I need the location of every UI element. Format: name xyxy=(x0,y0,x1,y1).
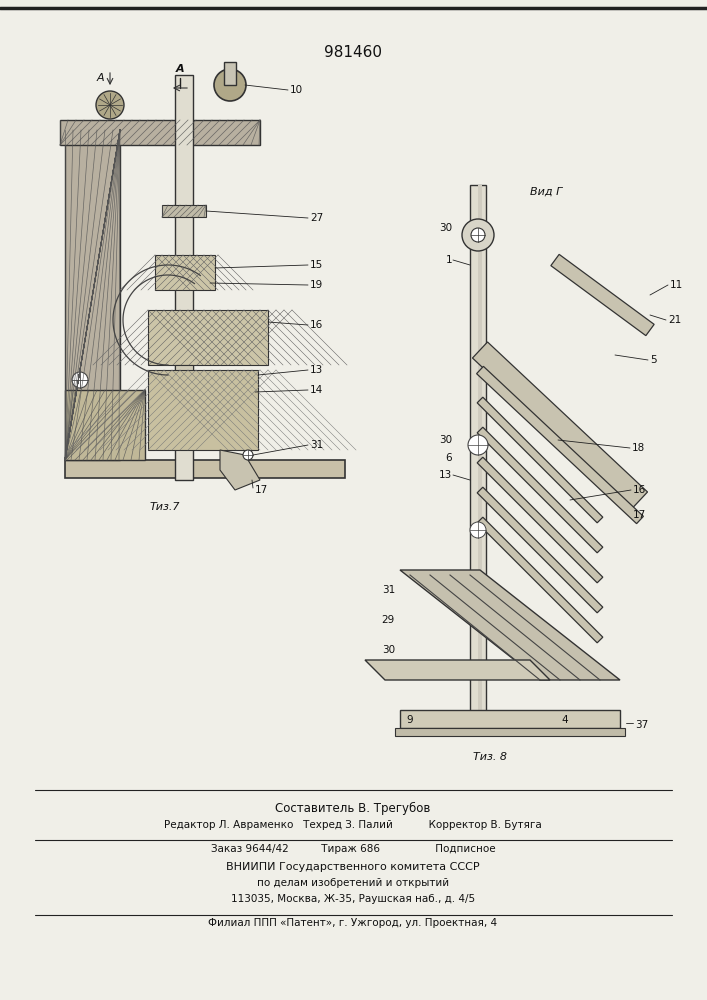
Polygon shape xyxy=(477,517,603,643)
Circle shape xyxy=(471,228,485,242)
Circle shape xyxy=(72,372,88,388)
Text: Филиал ППП «Патент», г. Ужгород, ул. Проектная, 4: Филиал ППП «Патент», г. Ужгород, ул. Про… xyxy=(209,918,498,928)
Text: Τиз. 8: Τиз. 8 xyxy=(473,752,507,762)
Bar xyxy=(65,390,145,460)
Text: 30: 30 xyxy=(439,223,452,233)
Text: 17: 17 xyxy=(255,485,268,495)
Bar xyxy=(400,710,620,728)
Bar xyxy=(148,310,268,365)
Circle shape xyxy=(243,450,253,460)
Text: 17: 17 xyxy=(633,510,646,520)
Text: 19: 19 xyxy=(310,280,323,290)
Bar xyxy=(395,728,625,736)
Text: Τиз.7: Τиз.7 xyxy=(150,502,180,512)
Bar xyxy=(175,365,193,405)
Text: A: A xyxy=(96,73,104,83)
Polygon shape xyxy=(477,397,603,523)
Text: A: A xyxy=(175,64,185,74)
Text: Редактор Л. Авраменко   Техред З. Палий           Корректор В. Бутяга: Редактор Л. Авраменко Техред З. Палий Ко… xyxy=(164,820,542,830)
Text: Составитель В. Трегубов: Составитель В. Трегубов xyxy=(275,802,431,815)
Polygon shape xyxy=(477,427,603,553)
Bar xyxy=(162,205,206,217)
Polygon shape xyxy=(400,570,620,680)
Circle shape xyxy=(214,69,246,101)
Text: 31: 31 xyxy=(310,440,323,450)
Bar xyxy=(175,75,193,480)
Text: 13: 13 xyxy=(310,365,323,375)
Text: 6: 6 xyxy=(445,453,452,463)
Polygon shape xyxy=(477,457,603,583)
Text: по делам изобретений и открытий: по делам изобретений и открытий xyxy=(257,878,449,888)
Circle shape xyxy=(470,522,486,538)
Text: 15: 15 xyxy=(310,260,323,270)
Text: 37: 37 xyxy=(635,720,648,730)
Circle shape xyxy=(468,435,488,455)
Text: 11: 11 xyxy=(670,280,683,290)
Text: 29: 29 xyxy=(382,615,395,625)
Polygon shape xyxy=(220,450,260,490)
Polygon shape xyxy=(477,366,643,524)
Text: 9: 9 xyxy=(407,715,414,725)
Text: 5: 5 xyxy=(650,355,657,365)
Text: 4: 4 xyxy=(561,715,568,725)
Text: 18: 18 xyxy=(632,443,645,453)
Bar xyxy=(224,62,236,85)
Bar xyxy=(65,130,120,460)
Bar xyxy=(478,185,482,715)
Text: 16: 16 xyxy=(633,485,646,495)
Bar xyxy=(155,255,215,290)
Bar xyxy=(65,460,345,478)
Bar xyxy=(60,120,260,145)
Text: 27: 27 xyxy=(310,213,323,223)
Text: 30: 30 xyxy=(382,645,395,655)
Text: 113035, Москва, Ж-35, Раушская наб., д. 4/5: 113035, Москва, Ж-35, Раушская наб., д. … xyxy=(231,894,475,904)
Polygon shape xyxy=(365,660,550,680)
Polygon shape xyxy=(551,254,654,336)
Bar xyxy=(470,185,486,715)
Text: 30: 30 xyxy=(439,435,452,445)
Text: 13: 13 xyxy=(439,470,452,480)
Text: Вид Г: Вид Г xyxy=(530,187,562,197)
Text: 1: 1 xyxy=(445,255,452,265)
Text: 981460: 981460 xyxy=(324,45,382,60)
Text: 14: 14 xyxy=(310,385,323,395)
Text: Заказ 9644/42          Тираж 686                 Подписное: Заказ 9644/42 Тираж 686 Подписное xyxy=(211,844,496,854)
Polygon shape xyxy=(472,342,648,508)
Text: 21: 21 xyxy=(668,315,682,325)
Text: 10: 10 xyxy=(290,85,303,95)
Text: 16: 16 xyxy=(310,320,323,330)
Circle shape xyxy=(462,219,494,251)
Circle shape xyxy=(96,91,124,119)
Text: 31: 31 xyxy=(382,585,395,595)
Text: ВНИИПИ Государственного комитета СССР: ВНИИПИ Государственного комитета СССР xyxy=(226,862,480,872)
Bar xyxy=(148,370,258,450)
Polygon shape xyxy=(477,487,603,613)
